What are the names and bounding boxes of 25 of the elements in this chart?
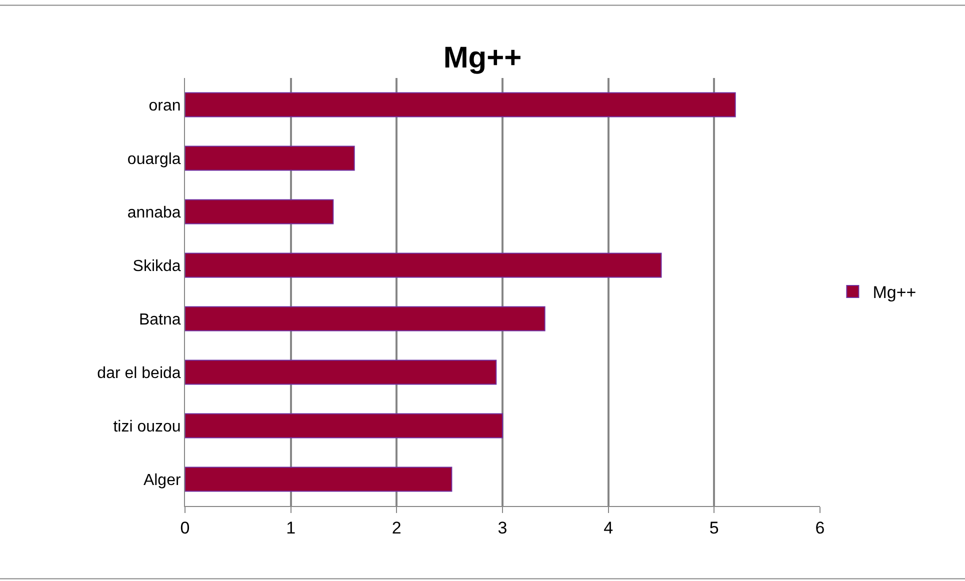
y-tick-label: tizi ouzou [113, 418, 181, 436]
y-tick-label: Alger [143, 472, 182, 489]
y-tick-label: annaba [127, 204, 181, 222]
y-tick-label: oran [148, 97, 181, 114]
y-tick-label: ouargla [127, 150, 181, 168]
x-tick-label: 1 [286, 518, 296, 538]
bar [185, 360, 497, 385]
x-tick-label: 5 [709, 518, 719, 538]
bar [185, 306, 546, 332]
bar [185, 92, 736, 118]
x-tick-label: 6 [815, 518, 825, 538]
y-tick-label: Batna [138, 311, 181, 328]
bar [185, 146, 355, 171]
chart-title: Mg++ [443, 41, 522, 74]
x-tick-label: 3 [498, 518, 508, 538]
bar [185, 252, 662, 278]
bar [185, 199, 334, 224]
legend-label: Mg++ [872, 283, 916, 302]
x-tick-label: 2 [392, 518, 402, 538]
x-tick-label: 0 [180, 518, 190, 538]
bar [185, 413, 503, 438]
x-tick-label: 4 [604, 518, 614, 538]
bar [185, 466, 452, 492]
y-tick-label: dar el beida [97, 364, 181, 382]
y-tick-label: Skikda [132, 258, 181, 275]
